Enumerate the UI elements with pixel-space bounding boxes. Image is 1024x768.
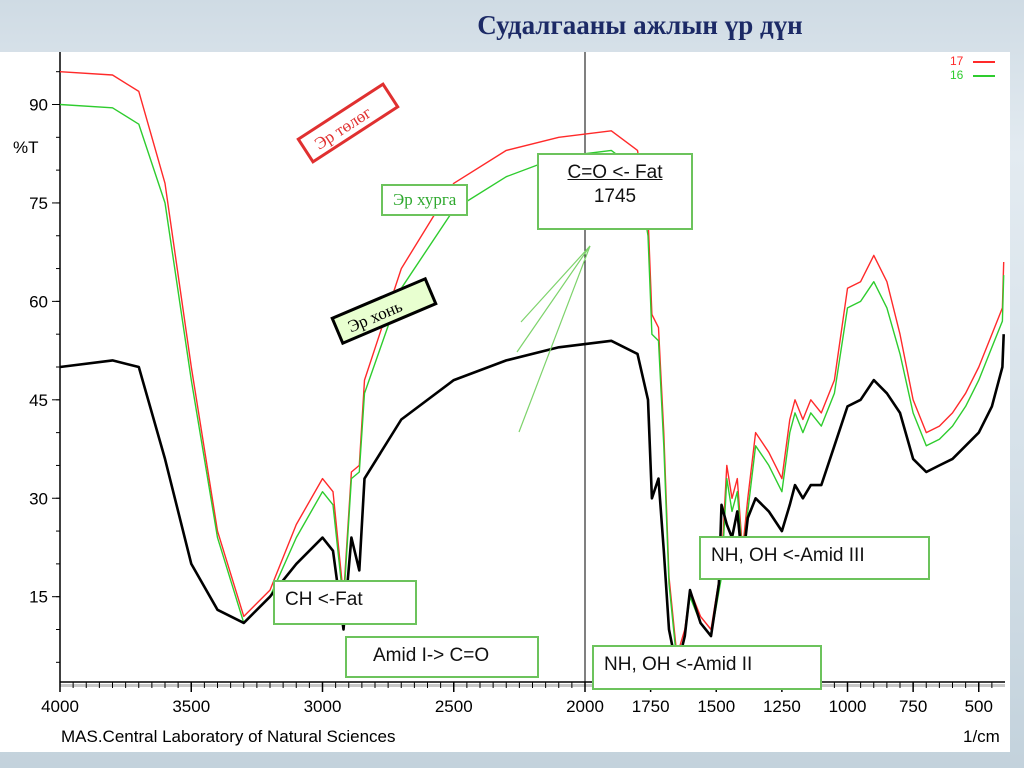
series-er-khon-line bbox=[59, 334, 1005, 671]
legend-swatch-17 bbox=[972, 60, 995, 63]
legend-swatch-16 bbox=[972, 74, 995, 77]
x-tick-label: 1500 bbox=[697, 697, 735, 716]
label-er-khurga: Эр хурга bbox=[381, 184, 469, 216]
legend-item-16: 16 bbox=[950, 68, 995, 82]
x-tick-label: 2000 bbox=[566, 697, 604, 716]
series-17-line bbox=[59, 71, 1005, 657]
slide-title: Судалгааны ажлын үр дүн bbox=[477, 10, 803, 40]
label-er-khurga-text: Эр хурга bbox=[393, 190, 457, 209]
label-co-fat: C=O <- Fat 1745 bbox=[537, 153, 693, 230]
plot-frame: 90 75 60 45 30 15 4000 3500 3000 2500 2000 1750 1500… bbox=[0, 52, 1010, 752]
label-ch-fat: CH <-Fat bbox=[273, 580, 417, 625]
y-tick-label: 60 bbox=[29, 292, 48, 311]
x-axis-label: 1/cm bbox=[963, 727, 1000, 746]
label-co-fat-line2: 1745 bbox=[593, 186, 637, 207]
x-tick-label: 3000 bbox=[304, 697, 342, 716]
label-amid-i: Amid I-> C=O bbox=[345, 636, 539, 678]
legend-label-17: 17 bbox=[950, 54, 964, 68]
label-co-fat-line1: C=O <- Fat bbox=[567, 162, 663, 183]
x-tick-label: 500 bbox=[965, 697, 993, 716]
x-tick-label: 3500 bbox=[172, 697, 210, 716]
x-tick-label: 1000 bbox=[829, 697, 867, 716]
annotation-arrow bbox=[520, 245, 591, 323]
y-axis-label: %T bbox=[13, 138, 39, 157]
label-ch-fat-text: CH <-Fat bbox=[285, 589, 363, 610]
ir-spectrum-chart: 90 75 60 45 30 15 4000 3500 3000 2500 2000 1750 1500… bbox=[29, 52, 1005, 716]
label-amid-i-text: Amid I-> C=O bbox=[373, 645, 490, 666]
legend-item-17: 17 bbox=[950, 54, 995, 68]
x-tick-label: 4000 bbox=[41, 697, 79, 716]
x-tick-label: 1250 bbox=[763, 697, 801, 716]
x-tick-label: 2500 bbox=[435, 697, 473, 716]
label-amid-ii: NH, OH <-Amid II bbox=[592, 645, 822, 690]
y-tick-label: 90 bbox=[29, 96, 48, 115]
label-amid-iii-text: NH, OH <-Amid III bbox=[711, 545, 865, 566]
legend-label-16: 16 bbox=[950, 68, 964, 82]
annotation-arrow bbox=[518, 245, 591, 433]
chart-footer: MAS.Central Laboratory of Natural Scienc… bbox=[61, 727, 396, 746]
y-tick-label: 45 bbox=[29, 391, 48, 410]
label-amid-iii: NH, OH <-Amid III bbox=[699, 536, 930, 580]
x-tick-label: 750 bbox=[899, 697, 927, 716]
y-tick-label: 75 bbox=[29, 194, 48, 213]
y-tick-label: 15 bbox=[29, 588, 48, 607]
x-tick-label: 1750 bbox=[632, 697, 670, 716]
label-amid-ii-text: NH, OH <-Amid II bbox=[604, 654, 753, 675]
annotation-arrow bbox=[516, 245, 591, 353]
y-tick-label: 30 bbox=[29, 489, 48, 508]
